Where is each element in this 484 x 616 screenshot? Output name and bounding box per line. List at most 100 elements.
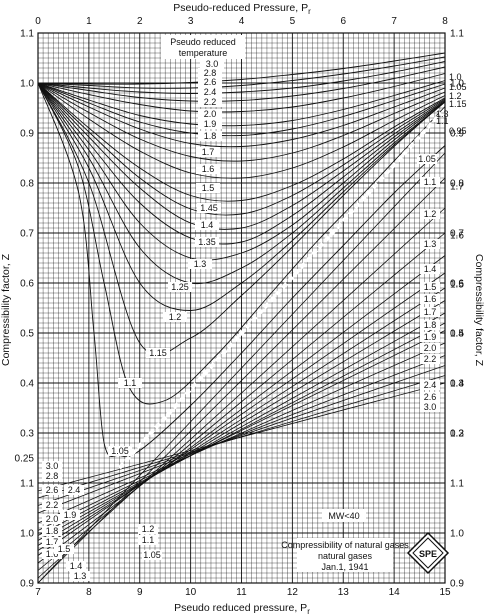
label-bg	[420, 380, 440, 390]
top-tick-label: 7	[391, 16, 397, 27]
upper-curve-1.15	[37, 82, 446, 356]
top-axis-sub: r	[308, 7, 311, 16]
bottom-axis-sub: r	[307, 607, 310, 616]
upper-curve-label: 1.4	[201, 220, 214, 230]
lower-curve-label: 1.3	[74, 571, 87, 581]
label-bg	[42, 514, 62, 524]
label-bg	[118, 378, 142, 388]
right-edge-label: 1.2	[449, 91, 462, 101]
lower-curve-label: 1.05	[143, 550, 161, 560]
notes-box: MW<40 Compressibility of natural gases n…	[281, 509, 409, 572]
bottom-tick-label: 8	[86, 587, 92, 598]
left-tick-label: 0.6	[20, 279, 34, 290]
upper-curve-label: 1.8	[204, 131, 217, 141]
diagonal-separator	[117, 111, 443, 470]
right-tick-label: 0.8	[450, 179, 464, 190]
bottom-tick-label: 13	[338, 587, 350, 598]
upper-curve-label: 2.8	[204, 68, 217, 78]
label-bg	[42, 549, 62, 559]
right-edge-label: 1.1	[436, 116, 449, 126]
left-tick-label: 0.5	[20, 329, 34, 340]
left-tick-label: 1.0	[20, 79, 34, 90]
upper-curve-label: 1.05	[111, 446, 129, 456]
label-bg	[420, 307, 440, 317]
right-tick-label: 0.9	[450, 579, 464, 590]
label-bg	[70, 571, 90, 581]
right-tick-label: 1.5	[450, 280, 464, 291]
lower-curve-2.0	[37, 330, 446, 531]
upper-curve-1.5	[37, 82, 446, 202]
left-axis-title: Compressibility factor, Z	[0, 253, 12, 366]
left-tick-label: 0.3	[20, 429, 34, 440]
label-bg	[420, 177, 440, 187]
left-tick-label: 0.9	[20, 129, 34, 140]
lower-curve-1.6	[37, 287, 446, 551]
label-bg	[142, 550, 162, 560]
upper-curve-2.4	[37, 66, 446, 102]
legend-title-line2: temperature	[179, 48, 228, 58]
right-tick-label: 0.7	[450, 229, 464, 240]
right-tick-label: 1.7	[450, 182, 464, 193]
legend-title: Pseudo reduced temperature	[161, 35, 245, 59]
right-tick-label: 0.3	[450, 429, 464, 440]
right-edge-label: 1.0	[449, 72, 462, 82]
lower-curve-label: 1.8	[46, 526, 59, 536]
label-bg	[198, 119, 222, 129]
upper-curve-2.2	[37, 73, 446, 113]
label-bg	[420, 354, 440, 364]
label-bg	[420, 209, 440, 219]
left-tick-label: 1.1	[20, 479, 34, 490]
right-curve-label: 2.0	[424, 343, 437, 353]
upper-curve-1.8	[37, 82, 446, 148]
upper-curve-label: 1.35	[198, 237, 216, 247]
upper-curve-2.8	[37, 56, 446, 89]
label-bg	[42, 537, 62, 547]
label-bg	[42, 500, 62, 510]
label-bg	[138, 524, 158, 534]
label-bg	[420, 402, 440, 412]
right-curve-label: 1.5	[424, 282, 437, 292]
top-tick-label: 6	[340, 16, 346, 27]
note-line1: Compressibility of natural gases	[281, 540, 409, 550]
label-bg	[420, 332, 440, 342]
top-tick-label: 0	[35, 16, 41, 27]
upper-curve-1.35	[37, 82, 446, 245]
upper-curve-2.0	[37, 80, 446, 127]
bottom-axis-title: Pseudo reduced pressure, Pr	[174, 602, 310, 616]
label-bg	[198, 131, 222, 141]
label-bg	[60, 510, 80, 520]
label-bg	[42, 485, 62, 495]
right-tick-label: 0.4	[450, 379, 464, 390]
upper-curve-label: 1.25	[171, 282, 189, 292]
upper-curve-1.7	[37, 82, 446, 162]
upper-curve-label: 2.2	[204, 97, 217, 107]
lower-curve-label: 2.6	[46, 485, 59, 495]
bottom-tick-label: 11	[236, 587, 247, 598]
top-tick-label: 4	[239, 16, 245, 27]
label-bg	[168, 282, 192, 292]
left-tick-label: 1.1	[20, 29, 34, 40]
lower-curve-label: 1.9	[64, 510, 77, 520]
lower-curve-label: 2.8	[46, 471, 59, 481]
label-bg	[188, 259, 212, 269]
right-edge-label: 1.05	[449, 82, 467, 92]
upper-curve-label: 1.7	[202, 147, 215, 157]
upper-curve-1.6	[37, 82, 446, 179]
right-tick-label: 0.6	[450, 279, 464, 290]
label-bg	[108, 446, 132, 456]
label-bg	[420, 343, 440, 353]
right-edge-label: 1.3	[436, 109, 449, 119]
right-edge-label: 1.15	[449, 99, 467, 109]
lower-curve-label: 2.0	[46, 514, 59, 524]
right-tick-label: 1.1	[450, 29, 464, 40]
lower-curve-1.05	[37, 152, 446, 584]
upper-curve-label: 1.9	[204, 119, 217, 129]
label-bg	[420, 320, 440, 330]
label-bg	[420, 282, 440, 292]
left-tick-label: 1.0	[20, 529, 34, 540]
right-curve-label: 1.1	[424, 177, 437, 187]
label-bg	[420, 264, 440, 274]
right-curve-label: 1.05	[418, 154, 436, 164]
label-bg	[198, 97, 222, 107]
right-curve-label: 2.6	[424, 392, 437, 402]
